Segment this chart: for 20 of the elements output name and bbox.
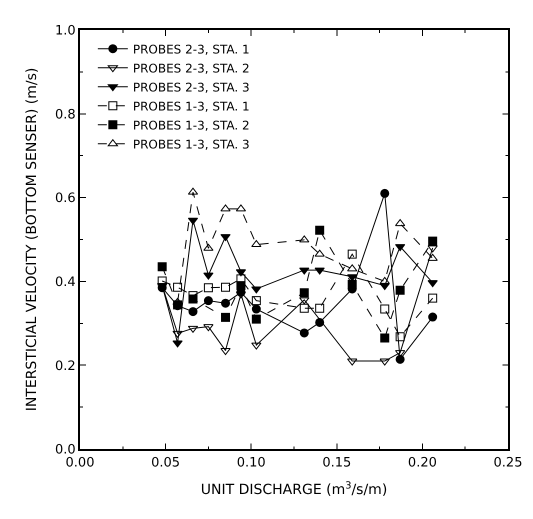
x-tick-label: 0.00	[66, 455, 94, 470]
y-tick-label: 1.0	[54, 24, 76, 39]
legend-label: PROBES 2-3, STA. 3	[132, 80, 250, 94]
legend-label: PROBES 2-3, STA. 2	[132, 61, 250, 76]
legend-label: PROBES 1-3, STA. 1	[132, 99, 250, 114]
y-tick-label: 0.8	[54, 107, 76, 122]
legend-label: PROBES 2-3, STA. 1	[132, 42, 250, 56]
legend-label: PROBES 1-3, STA. 3	[132, 137, 250, 152]
x-tick-label: 0.25	[494, 455, 522, 470]
y-tick-label: 0.4	[54, 274, 76, 290]
x-tick-label: 0.20	[408, 455, 437, 470]
x-axis-title: UNIT DISCHARGE (m$^{3}$/s/m)	[200, 480, 388, 498]
y-axis-title: INTERSTICIAL VELOCITY (BOTTOM SENSER) (m/s)	[24, 68, 40, 412]
y-tick-label: 0.0	[54, 442, 76, 458]
x-tick-label: 0.15	[322, 455, 352, 470]
x-tick-label: 0.10	[236, 455, 266, 470]
legend-label: PROBES 1-3, STA. 2	[132, 118, 250, 132]
y-tick-label: 0.2	[54, 358, 76, 374]
y-tick-label: 0.6	[54, 191, 76, 206]
x-tick-label: 0.05	[151, 455, 180, 470]
